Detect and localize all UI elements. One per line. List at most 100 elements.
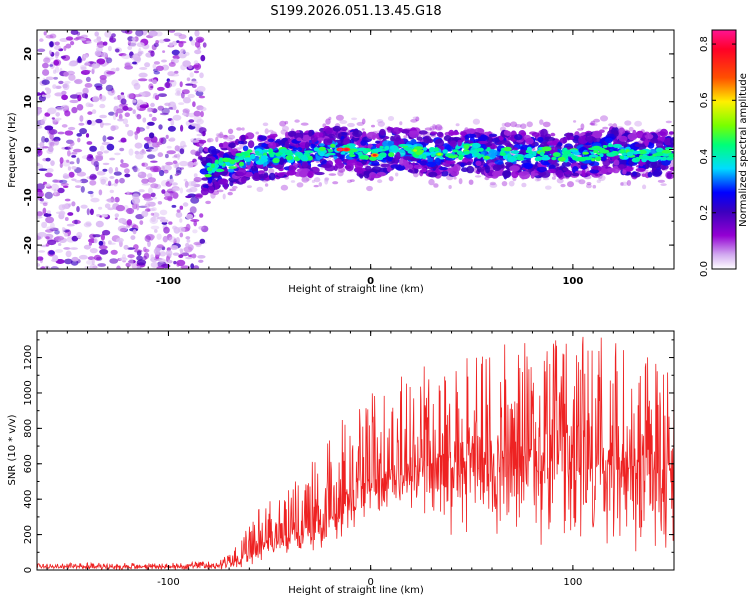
noise-blob: [64, 80, 71, 84]
signal-blob: [263, 166, 269, 172]
signal-blob: [536, 166, 547, 173]
noise-blob: [54, 179, 64, 183]
noise-blob: [37, 92, 41, 96]
signal-blob: [235, 138, 240, 146]
signal-core-blob: [563, 150, 572, 155]
halo-blob: [657, 179, 666, 183]
noise-blob: [125, 123, 129, 128]
noise-blob: [39, 38, 44, 42]
noise-blob: [108, 242, 116, 245]
noise-blob: [147, 240, 151, 247]
noise-blob: [54, 41, 60, 46]
signal-blob: [304, 141, 310, 150]
signal-core-blob: [457, 150, 463, 156]
noise-blob: [114, 178, 119, 184]
snr-x-label: Height of straight line (km): [288, 585, 424, 596]
noise-blob: [144, 62, 151, 68]
noise-blob: [159, 219, 169, 223]
noise-blob: [67, 166, 71, 171]
noise-blob: [67, 145, 73, 150]
noise-blob: [148, 187, 153, 195]
halo-blob: [399, 121, 403, 126]
signal-blob: [242, 145, 249, 152]
halo-blob: [300, 122, 309, 126]
signal-blob: [321, 164, 332, 169]
noise-blob: [169, 179, 173, 184]
noise-blob: [43, 31, 47, 36]
signal-blob: [500, 140, 511, 145]
noise-blob: [113, 171, 122, 176]
signal-core-blob: [653, 156, 663, 160]
noise-blob: [61, 94, 68, 101]
halo-blob: [255, 131, 259, 135]
noise-blob: [132, 167, 140, 172]
noise-blob: [47, 239, 57, 246]
halo-blob: [215, 133, 222, 137]
noise-blob: [121, 54, 131, 60]
halo-blob: [501, 181, 508, 187]
noise-blob: [200, 54, 206, 62]
noise-blob: [59, 162, 63, 168]
noise-blob: [63, 247, 70, 250]
halo-blob: [608, 123, 614, 127]
noise-blob: [68, 74, 76, 81]
halo-blob: [509, 121, 518, 128]
noise-blob: [99, 74, 107, 81]
noise-blob: [42, 146, 49, 149]
noise-blob: [139, 104, 149, 109]
noise-blob: [94, 31, 99, 37]
signal-blob: [325, 127, 333, 135]
halo-blob: [578, 179, 586, 185]
noise-blob: [91, 109, 97, 114]
noise-blob: [99, 114, 107, 119]
noise-blob: [37, 263, 41, 267]
noise-blob: [95, 85, 103, 91]
noise-blob: [42, 62, 49, 69]
signal-blob: [294, 171, 303, 177]
noise-blob: [141, 183, 151, 186]
signal-blob: [393, 134, 401, 142]
noise-blob: [86, 141, 93, 145]
signal-core-blob: [250, 153, 256, 160]
signal-peak-core: [338, 148, 343, 151]
signal-core-blob: [229, 159, 236, 165]
y-tick-label: 10: [23, 95, 34, 109]
noise-blob: [164, 102, 171, 107]
signal-blob: [241, 176, 247, 184]
signal-core-blob: [216, 169, 225, 172]
signal-blob: [502, 170, 512, 179]
noise-blob: [62, 175, 70, 179]
noise-blob: [52, 254, 59, 262]
noise-blob: [98, 206, 103, 210]
signal-core-blob: [593, 149, 599, 154]
halo-blob: [264, 183, 269, 187]
noise-blob: [58, 204, 66, 211]
halo-blob: [448, 185, 452, 189]
noise-blob: [75, 185, 82, 189]
noise-blob: [115, 67, 120, 72]
signal-core-blob: [349, 154, 356, 158]
noise-blob: [120, 137, 127, 143]
noise-blob: [151, 207, 157, 212]
noise-blob: [79, 115, 84, 122]
noise-blob: [96, 214, 101, 217]
noise-blob: [170, 73, 180, 77]
noise-blob: [158, 258, 166, 263]
signal-blob: [371, 166, 382, 172]
signal-blob: [277, 172, 285, 178]
spectrogram-y-label: Frequency (Hz): [7, 112, 18, 188]
noise-blob: [150, 216, 156, 222]
halo-blob: [415, 116, 420, 122]
noise-blob: [185, 195, 193, 199]
noise-blob: [99, 103, 106, 109]
noise-blob: [174, 70, 179, 74]
signal-blob: [236, 168, 247, 177]
signal-blob: [258, 135, 267, 141]
noise-blob: [193, 70, 200, 74]
noise-blob: [138, 78, 148, 82]
noise-blob: [60, 55, 66, 59]
noise-blob: [159, 251, 167, 257]
noise-blob: [147, 121, 155, 126]
noise-blob: [71, 201, 76, 207]
signal-core-blob: [463, 144, 470, 150]
